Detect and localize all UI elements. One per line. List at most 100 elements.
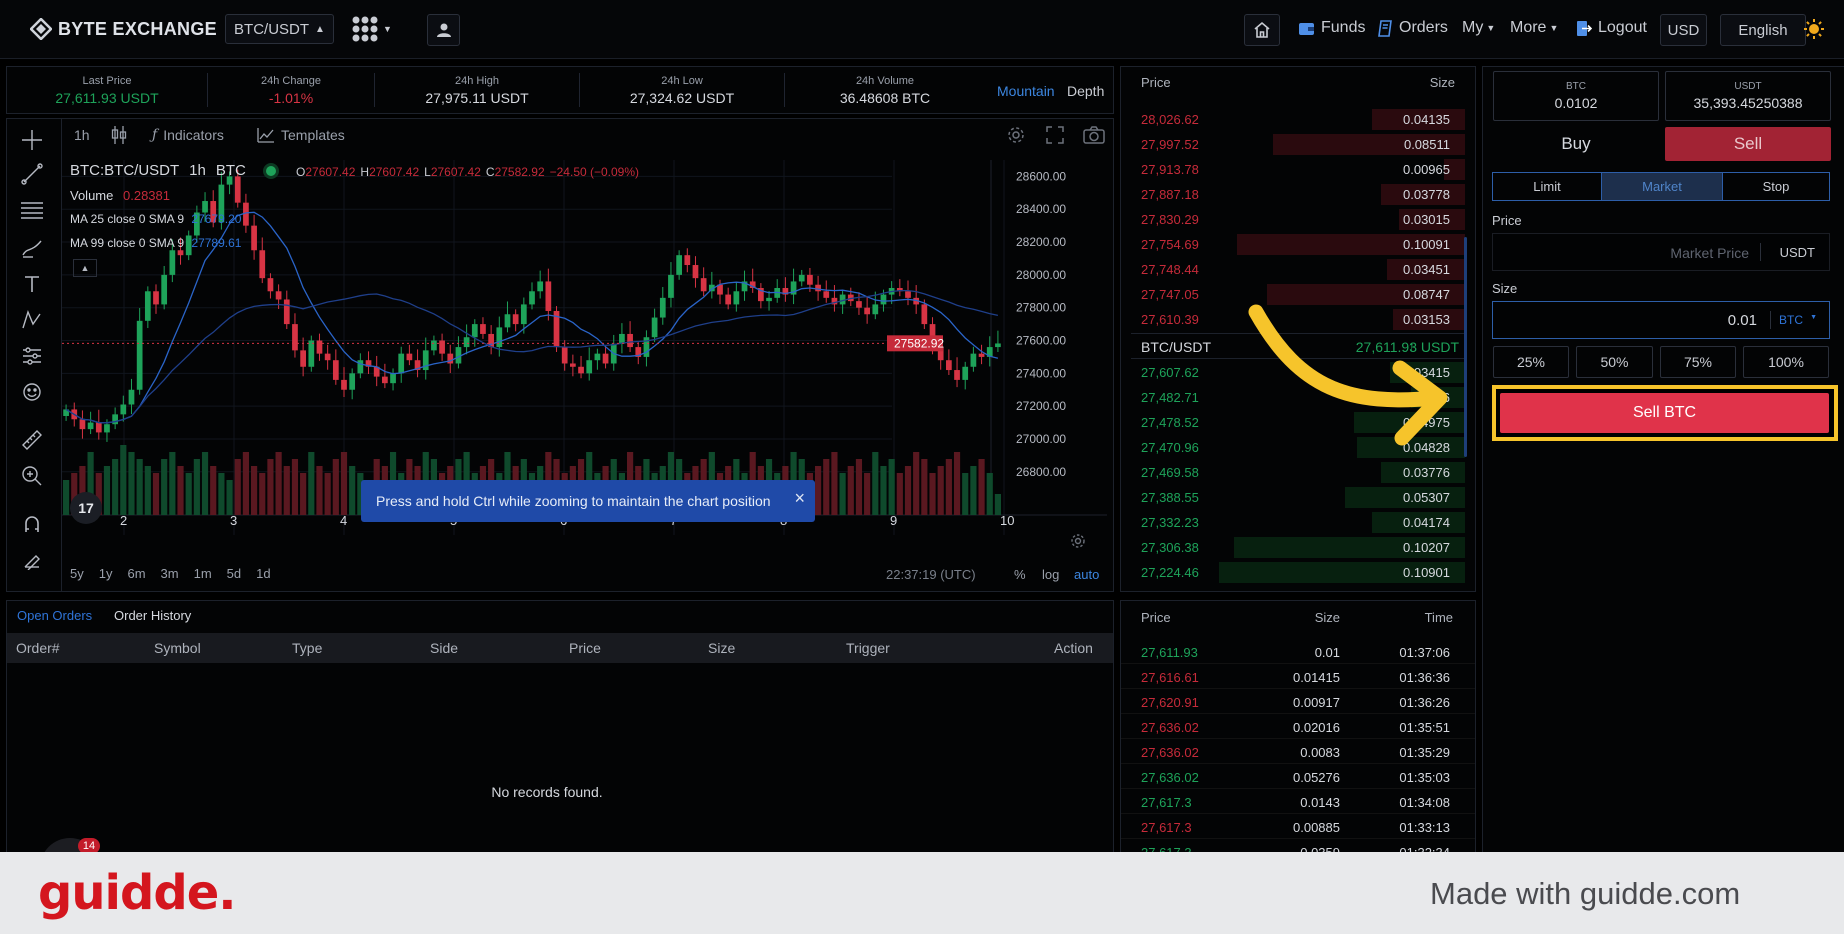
ruler-tool-icon[interactable] [20,428,44,452]
size-unit[interactable]: BTC [1779,313,1803,327]
brand-logo[interactable]: BYTE EXCHANGE [30,17,217,41]
horizontal-lines-tool-icon[interactable] [20,198,44,222]
ask-row[interactable]: 28,026.62 0.04135 [1121,107,1475,132]
col-size[interactable]: Size [708,640,736,656]
ask-row[interactable]: 27,748.44 0.03451 [1121,257,1475,282]
emoji-tool-icon[interactable] [20,380,44,404]
candle-body [153,291,159,305]
candle-type-button[interactable] [110,125,128,148]
candle-body [144,291,151,321]
pair-selector[interactable]: BTC/USDT ▲ [225,14,334,44]
nav-logout[interactable]: Logout [1576,19,1647,37]
profile-button[interactable] [427,14,460,46]
close-icon[interactable]: × [794,488,805,508]
ask-row[interactable]: 27,754.69 0.10091 [1121,232,1475,257]
range-6m[interactable]: 6m [127,566,146,581]
order-price: 27,470.96 [1141,440,1199,455]
guidde-logo[interactable]: guidde. [38,865,236,921]
col-price[interactable]: Price [569,640,601,656]
bid-row[interactable]: 27,388.55 0.05307 [1121,485,1475,510]
stat-24h-change: 24h Change -1.01% [208,75,374,106]
language-selector[interactable]: English [1720,14,1806,46]
col-type[interactable]: Type [292,640,323,656]
forecast-tool-icon[interactable] [20,344,44,368]
ask-row[interactable]: 27,830.29 0.03015 [1121,207,1475,232]
range-5y[interactable]: 5y [70,566,84,581]
trade-time: 01:36:36 [1399,670,1450,685]
apps-menu-button[interactable]: ▼ [351,15,397,43]
order-type-stop[interactable]: Stop [1722,172,1830,201]
sell-tab[interactable]: Sell [1665,127,1831,161]
currency-selector[interactable]: USD [1660,14,1707,46]
fullscreen-icon[interactable] [1046,126,1064,147]
crosshair-tool-icon[interactable] [20,128,44,152]
nav-more-menu[interactable]: More ▼ [1510,19,1558,37]
chart-settings-icon[interactable] [1006,125,1026,148]
tab-open-orders[interactable]: Open Orders [17,608,93,623]
sell-btc-button[interactable]: Sell BTC [1500,393,1829,433]
tradingview-logo-icon[interactable]: 17 [70,492,102,524]
candle-body [112,414,118,425]
candle-body [602,353,609,364]
col-order-id[interactable]: Order# [16,640,60,656]
depth-view-tab[interactable]: Depth [1067,83,1105,99]
nav-my-menu[interactable]: My ▼ [1462,19,1495,37]
col-side[interactable]: Side [430,640,459,656]
order-size: 0.10901 [1403,565,1450,580]
text-tool-icon[interactable] [20,272,44,296]
order-type-limit[interactable]: Limit [1492,172,1602,201]
ask-row[interactable]: 27,747.05 0.08747 [1121,282,1475,307]
percent-75-button[interactable]: 75% [1660,346,1736,378]
bid-row[interactable]: 27,224.46 0.10901 [1121,560,1475,585]
percent-scale-toggle[interactable]: % [1014,567,1026,582]
orderbook-scrollbar[interactable] [1464,237,1467,457]
range-5d[interactable]: 5d [226,566,242,581]
home-button[interactable] [1244,14,1280,46]
magnet-tool-icon[interactable] [20,512,44,536]
depth-bar [1267,284,1465,305]
templates-button[interactable]: Templates [257,127,345,143]
bid-row[interactable]: 27,332.23 0.04174 [1121,510,1475,535]
zoom-in-tool-icon[interactable] [20,464,44,488]
indicators-button[interactable]: ƒ Indicators [152,127,224,143]
ask-row[interactable]: 27,913.78 0.00965 [1121,157,1475,182]
brush-tool-icon[interactable] [20,236,44,260]
percent-50-button[interactable]: 50% [1576,346,1653,378]
collapse-legend-button[interactable]: ▲ [73,259,97,277]
col-symbol[interactable]: Symbol [154,640,201,656]
range-3m[interactable]: 3m [160,566,179,581]
ask-row[interactable]: 27,887.18 0.03778 [1121,182,1475,207]
range-1m[interactable]: 1m [193,566,212,581]
mountain-view-tab[interactable]: Mountain [997,83,1055,99]
order-type-market[interactable]: Market [1601,172,1723,201]
theme-toggle[interactable] [1803,18,1825,40]
bid-row[interactable]: 27,306.38 0.10207 [1121,535,1475,560]
price-input[interactable]: Market Price USDT [1492,233,1830,271]
bid-row[interactable]: 27,469.58 0.03776 [1121,460,1475,485]
percent-100-button[interactable]: 100% [1743,346,1829,378]
range-1y[interactable]: 1y [98,566,113,581]
col-action[interactable]: Action [1054,640,1093,656]
pattern-tool-icon[interactable] [20,308,44,332]
auto-scale-toggle[interactable]: auto [1074,567,1100,582]
size-input[interactable]: 0.01 BTC ▼ [1492,301,1830,339]
tab-order-history[interactable]: Order History [114,608,192,623]
function-icon: ƒ [152,127,158,143]
stat-last-price: Last Price 27,611.93 USDT [7,75,207,106]
lock-drawing-tool-icon[interactable] [20,548,44,572]
bid-row[interactable]: 27,470.96 0.04828 [1121,435,1475,460]
col-trigger[interactable]: Trigger [846,640,890,656]
candle-body [578,366,584,374]
nav-orders[interactable]: Orders [1378,19,1448,37]
screenshot-camera-icon[interactable] [1083,126,1105,147]
interval-button[interactable]: 1h [74,127,90,143]
buy-tab[interactable]: Buy [1561,134,1591,153]
trend-line-tool-icon[interactable] [20,162,44,186]
percent-25-button[interactable]: 25% [1493,346,1569,378]
nav-funds[interactable]: Funds [1298,19,1365,37]
ask-row[interactable]: 27,997.52 0.08511 [1121,132,1475,157]
range-1d[interactable]: 1d [256,566,271,581]
axis-settings-icon[interactable] [1070,533,1086,552]
log-scale-toggle[interactable]: log [1042,567,1060,582]
ask-row[interactable]: 27,610.39 0.03153 [1121,307,1475,332]
